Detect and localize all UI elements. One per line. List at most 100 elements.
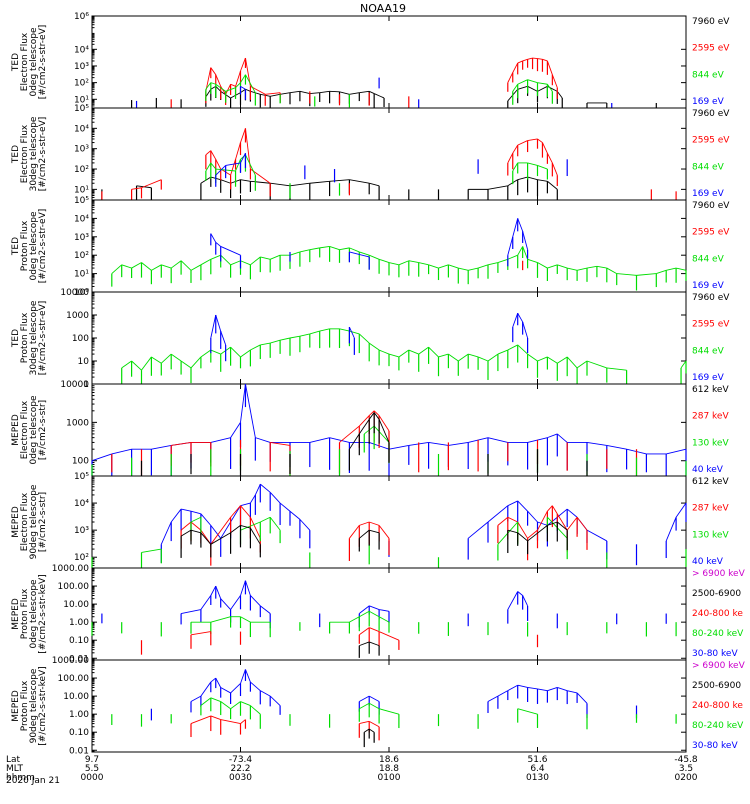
y-axis-label-line: [#/cm2-s-str-keV]: [38, 574, 48, 653]
data-segment: [577, 693, 587, 703]
y-tick-label: 10¹: [74, 270, 89, 280]
data-segment: [250, 682, 260, 691]
data-segment: [518, 709, 538, 714]
data-segment: [364, 729, 369, 732]
data-segment: [191, 511, 201, 514]
data-segment: [513, 63, 518, 73]
legend-entry: 2500-6900: [692, 681, 741, 691]
data-segment: [369, 522, 379, 525]
panel-frame: [92, 200, 686, 292]
data-segment: [290, 336, 300, 338]
data-segment: [241, 384, 246, 422]
x-tick-label-hhmm: 0000: [81, 773, 104, 783]
data-segment: [547, 61, 552, 75]
data-segment: [310, 438, 330, 443]
y-tick-label: 10⁴: [74, 124, 89, 134]
series-240-800-kev: [191, 716, 379, 740]
data-segment: [201, 259, 211, 265]
data-segment: [369, 183, 379, 186]
y-tick-label: 10³: [74, 62, 89, 72]
y-tick-label: 10⁵: [74, 472, 89, 482]
data-segment: [448, 265, 458, 268]
data-segment: [191, 696, 201, 701]
series-2595-ev: [102, 128, 676, 200]
y-axis-label: TEDElectron Flux30deg telescope[#/cm2-s-…: [11, 116, 48, 191]
data-segment: [538, 165, 548, 169]
data-segment: [310, 248, 320, 250]
data-segment: [528, 163, 538, 166]
data-segment: [241, 506, 251, 518]
data-segment: [448, 354, 458, 361]
data-segment: [666, 449, 686, 454]
data-segment: [369, 606, 379, 610]
x-tick-label-hhmm: 0200: [675, 773, 698, 783]
data-segment: [538, 357, 548, 361]
data-segment: [280, 503, 290, 511]
data-segment: [547, 84, 552, 91]
data-segment: [310, 331, 320, 334]
data-segment: [542, 143, 547, 154]
legend-entry: 80-240 keV: [692, 721, 744, 731]
data-segment: [379, 259, 389, 262]
data-segment: [488, 263, 498, 265]
legend-entry: 169 eV: [692, 97, 725, 107]
data-segment: [241, 720, 246, 724]
data-segment: [587, 361, 607, 368]
y-axis-label: MEPEDProton Flux0deg telescope[#/cm2-s-s…: [11, 574, 48, 653]
plot-title: NOAA19: [360, 2, 406, 15]
data-segment: [528, 80, 538, 83]
data-segment: [349, 248, 359, 252]
y-tick-label: 10²: [74, 165, 89, 175]
data-segment: [260, 691, 270, 696]
data-segment: [216, 678, 221, 687]
data-segment: [300, 91, 310, 93]
data-segment: [369, 729, 374, 732]
data-segment: [349, 93, 359, 95]
data-segment: [191, 522, 201, 530]
data-segment: [676, 268, 686, 270]
data-segment: [528, 354, 538, 361]
data-segment: [340, 248, 350, 250]
data-segment: [518, 501, 528, 511]
data-segment: [241, 89, 246, 92]
data-segment: [513, 218, 518, 236]
data-segment: [92, 454, 112, 461]
y-tick-label: 10⁴: [74, 214, 89, 224]
data-segment: [216, 242, 221, 246]
data-segment: [236, 159, 241, 171]
series-612-kev: [181, 522, 567, 558]
x-axis-labels: LatMLThhmm9.75.50000-73.422.2003018.618.…: [6, 755, 698, 783]
data-segment: [547, 357, 557, 363]
data-segment: [518, 61, 523, 63]
legend-entry: 2595 eV: [692, 320, 730, 330]
data-segment: [270, 340, 280, 343]
data-segment: [142, 549, 162, 552]
panel-8: 0.010.101.0010.00100.001000.00MEPEDProto…: [11, 656, 746, 756]
data-segment: [488, 354, 498, 361]
data-segment: [161, 354, 171, 363]
data-segment: [513, 145, 518, 153]
data-segment: [359, 628, 369, 635]
data-segment: [270, 183, 290, 186]
data-segment: [211, 315, 216, 338]
data-segment: [320, 91, 330, 92]
panel-frame: [92, 660, 686, 752]
data-segment: [508, 501, 518, 506]
legend-entry: 40 keV: [692, 465, 724, 475]
data-segment: [310, 93, 320, 94]
data-segment: [508, 153, 513, 163]
data-segment: [547, 506, 552, 512]
data-segment: [478, 357, 488, 361]
data-segment: [538, 689, 548, 691]
data-segment: [547, 153, 552, 163]
data-segment: [270, 442, 290, 445]
data-segment: [250, 257, 260, 265]
data-segment: [379, 350, 389, 354]
data-segment: [349, 617, 359, 622]
data-segment: [518, 591, 523, 595]
data-segment: [211, 83, 216, 85]
data-segment: [523, 595, 528, 605]
legend-entry: 287 keV: [692, 504, 729, 514]
